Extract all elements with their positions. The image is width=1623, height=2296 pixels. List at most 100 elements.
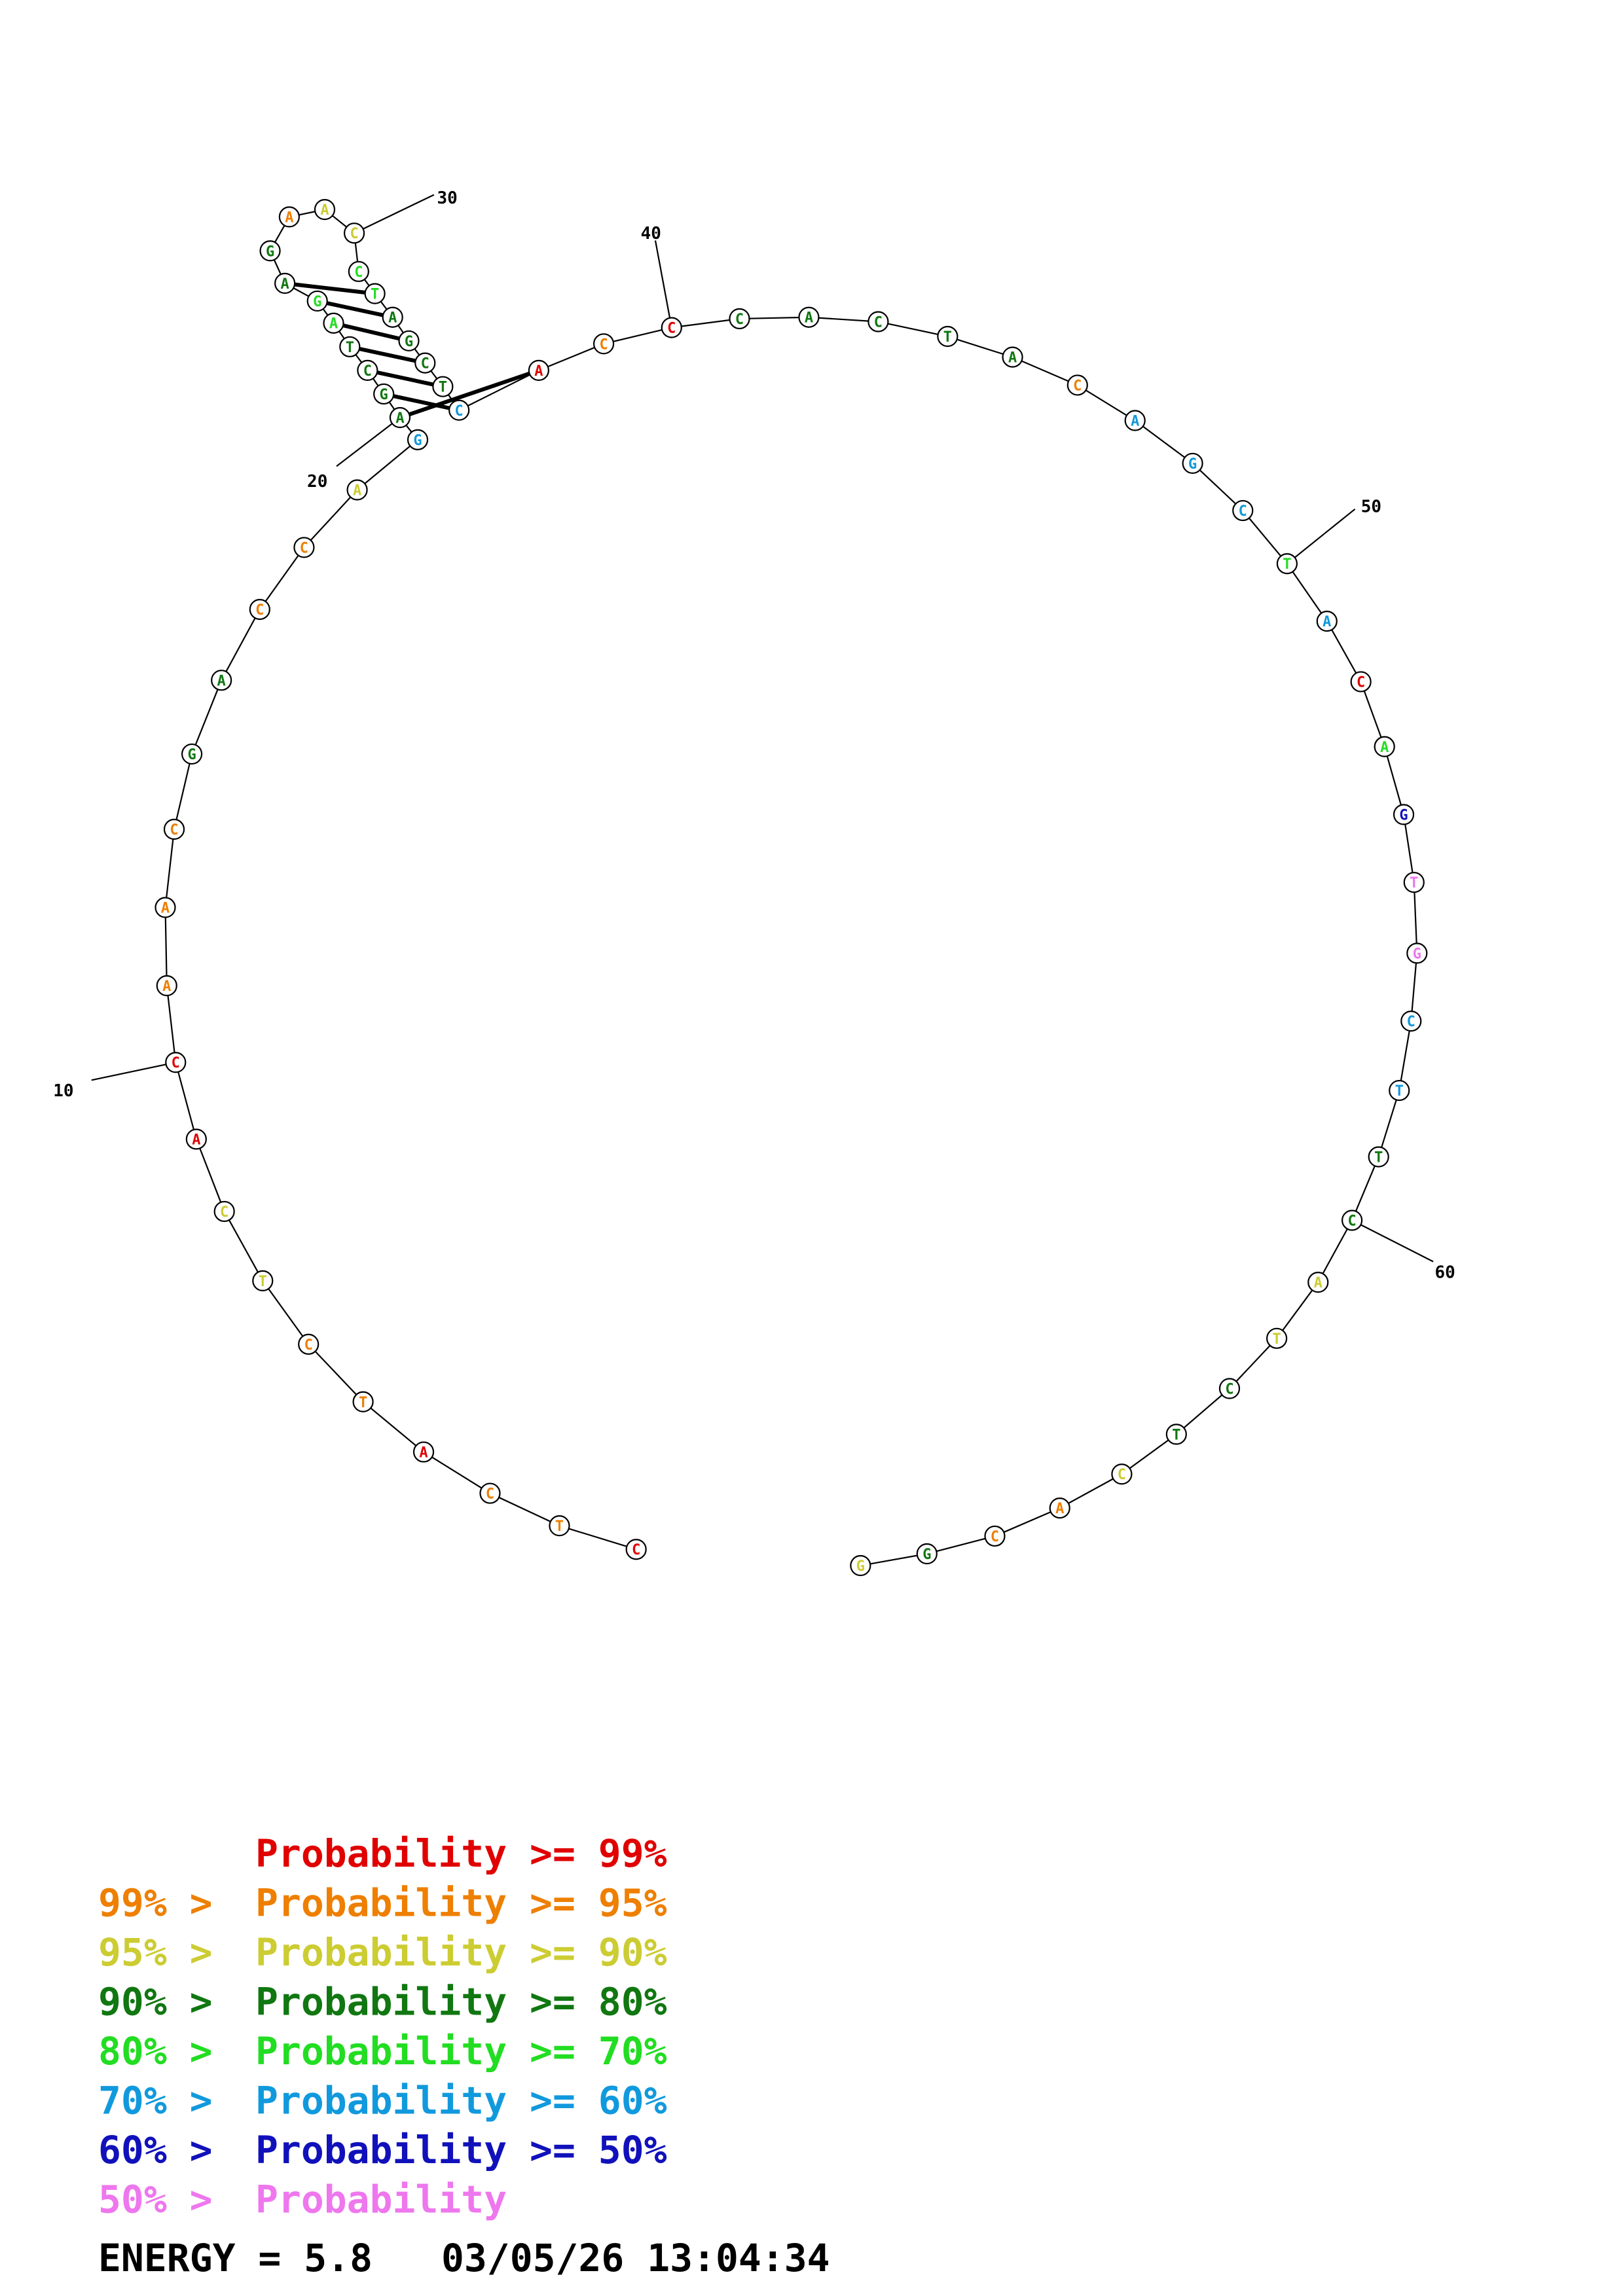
legend-label: Probability [255, 2178, 507, 2222]
nucleotide: C [249, 599, 270, 620]
backbone-segment [164, 907, 168, 986]
nucleotide-circle [352, 1391, 374, 1412]
nucleotide: C [448, 399, 470, 421]
backbone-segment [362, 1401, 424, 1453]
nucleotide: A [1124, 410, 1146, 431]
nucleotide: T [252, 1270, 274, 1292]
legend-row: 70% > Probability >= 60% [98, 2079, 667, 2123]
nucleotide-letter: G [1188, 456, 1197, 473]
position-label: 40 [641, 224, 661, 243]
nucleotide-letter: A [192, 1132, 200, 1148]
nucleotide-letter: C [255, 602, 264, 619]
nucleotide-letter: A [280, 276, 289, 293]
backbone-segment [1377, 1090, 1400, 1157]
energy-value: ENERGY = 5.8 [98, 2236, 373, 2280]
nucleotide-letter: T [359, 1395, 367, 1411]
nucleotide-circle [306, 290, 328, 312]
backbone-segment [1351, 1157, 1379, 1221]
nucleotide-letter: C [172, 1055, 180, 1071]
nucleotide: C [357, 359, 378, 381]
position-tick [1286, 508, 1356, 565]
legend-label: Probability >= 99% [255, 1831, 667, 1876]
nucleotide: T [364, 283, 386, 304]
nucleotide: A [346, 479, 368, 501]
legend-prefix: 95% > [98, 1930, 213, 1975]
nucleotide-circle [850, 1554, 871, 1577]
backbone-segment [262, 1280, 310, 1345]
nucleotide: C [479, 1482, 501, 1504]
nucleotide: G [407, 429, 429, 450]
nucleotide-letter: A [395, 410, 404, 427]
backbone-segment [1012, 356, 1078, 386]
backbone-segment [223, 1211, 264, 1282]
nucleotide: C [1232, 499, 1254, 522]
base-pair-bond [367, 368, 443, 389]
nucleotide-letter: A [419, 1444, 428, 1461]
nucleotide-circle [252, 1270, 274, 1292]
nucleotide-circle [1002, 346, 1023, 368]
nucleotide-letter: C [350, 226, 358, 242]
legend-label: Probability >= 80% [255, 1980, 667, 2024]
nucleotide-circle [916, 1543, 938, 1565]
backbone-segment [739, 316, 809, 320]
nucleotide-letter: A [285, 209, 293, 226]
nucleotide-circle [407, 429, 429, 450]
position-tick [1351, 1219, 1434, 1263]
nucleotide-circle [163, 818, 185, 840]
nucleotide-circle [249, 599, 270, 620]
nucleotide: A [314, 199, 336, 221]
backbone-segment [1229, 1338, 1277, 1390]
nucleotide-circle [346, 479, 368, 501]
nucleotide-letter: A [217, 673, 226, 689]
backbone-segment [458, 369, 539, 411]
nucleotide-letter: T [1273, 1331, 1281, 1348]
backbone-segment [1121, 1433, 1177, 1475]
nucleotide-circle [1124, 410, 1146, 431]
nucleotide-circle [185, 1128, 207, 1150]
nucleotide-letter: T [555, 1518, 564, 1535]
nucleotide-circle [593, 333, 615, 355]
probability-legend: Probability >= 99% 99% > Probability >= 95… [98, 1831, 667, 2222]
nucleotide-letter: C [1239, 503, 1247, 520]
legend-label: Probability >= 60% [255, 2079, 667, 2123]
nucleotide: G [373, 383, 395, 405]
legend-prefix: 80% > [98, 2029, 213, 2073]
nucleotide-letter: T [439, 380, 447, 396]
nucleotide-letter: G [313, 294, 321, 310]
nucleotide: A [412, 1441, 435, 1463]
nucleotide-letter: C [421, 356, 429, 372]
nucleotide-circle [323, 312, 344, 334]
nucleotide: A [1002, 346, 1023, 368]
nucleotide-circle [798, 306, 820, 328]
nucleotide-circle [1403, 872, 1425, 893]
backbone-segment [1286, 563, 1328, 622]
nucleotide-circle [1307, 1272, 1329, 1293]
backbone-segment [173, 753, 193, 830]
nucleotide: C [1350, 671, 1372, 692]
legend-prefix: 70% > [98, 2079, 213, 2123]
backbone-segment [490, 1492, 560, 1527]
backbone-segment [603, 327, 672, 345]
backbone [164, 209, 1418, 1567]
nucleotide: C [593, 333, 615, 355]
nucleotide-letter: C [220, 1204, 228, 1221]
nucleotide-letter: A [388, 310, 397, 327]
backbone-segment [559, 1525, 637, 1551]
nucleotide-letter: T [943, 329, 952, 346]
nucleotide-letter: T [1283, 556, 1291, 573]
nucleotide: T [1266, 1327, 1288, 1349]
nucleotide-letter: C [354, 264, 363, 281]
nucleotide: C [1341, 1210, 1363, 1231]
base-pair-bond [383, 392, 460, 412]
nucleotide-circle [1165, 1424, 1187, 1445]
nucleotide: G [1393, 804, 1415, 825]
nucleotide-circle [1266, 1327, 1288, 1349]
nucleotide: A [528, 359, 549, 381]
position-tick [354, 194, 435, 234]
nucleotide-letter: A [1055, 1501, 1064, 1517]
nucleotide: G [916, 1543, 938, 1565]
nucleotide-circle [389, 406, 411, 429]
nucleotide-letter: C [1407, 1014, 1415, 1030]
nucleotide-circle [528, 359, 549, 381]
backbone-segment [1326, 620, 1362, 683]
